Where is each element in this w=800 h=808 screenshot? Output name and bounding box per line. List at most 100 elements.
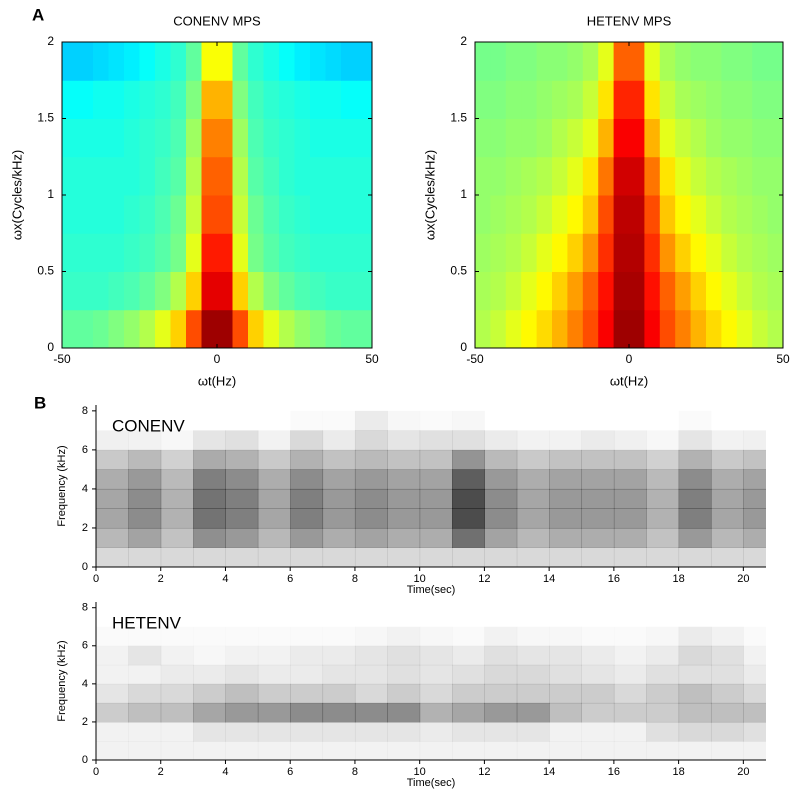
heat-cell [721, 195, 738, 234]
heat-cell [232, 156, 249, 196]
spectro-cell [160, 721, 194, 742]
heat-cell [217, 80, 233, 119]
spectro-cell [678, 547, 712, 567]
spectro-cell [516, 683, 550, 704]
spectro-cell [549, 608, 582, 628]
heat-cell [505, 42, 522, 81]
heat-cell [232, 42, 249, 81]
heat-cell [690, 118, 707, 158]
heat-cell [62, 42, 78, 81]
y-tick-label: 0.5 [450, 264, 467, 278]
spectro-cell [419, 664, 453, 685]
spectro-cell [419, 508, 453, 529]
heat-cell [186, 271, 202, 311]
spectro-cell [646, 664, 680, 685]
spectro-cell [354, 645, 388, 666]
heat-cell [62, 118, 78, 158]
spectro-cell [387, 664, 421, 685]
heat-cell [644, 309, 661, 349]
heat-cell [490, 80, 507, 119]
spectro-cell [387, 508, 421, 529]
heat-cell [341, 118, 357, 158]
spectro-cell [743, 683, 766, 704]
spectro-cell [678, 527, 712, 548]
spectro-cell [290, 608, 323, 628]
spectro-cell [452, 469, 485, 490]
spectro-cell [516, 547, 550, 567]
spectro-cell [290, 702, 324, 723]
spectro-cell [355, 627, 388, 647]
heat-cell [490, 271, 507, 311]
heat-cell [521, 309, 538, 349]
spectro-cell [160, 702, 194, 723]
spectro-cell [743, 740, 766, 760]
spectro-cell [679, 411, 712, 431]
heat-cell [675, 156, 692, 196]
spectro-cell [646, 527, 680, 548]
spectro-cell [322, 449, 356, 470]
heat-cell [475, 271, 491, 311]
heat-cell [644, 80, 661, 119]
spectro-cell [743, 527, 766, 548]
spectro-cell [193, 469, 226, 490]
x-tick-label: 6 [287, 573, 293, 585]
heat-cell [552, 42, 568, 81]
heat-cell [108, 156, 125, 196]
heat-cell [475, 195, 491, 234]
x-tick-label: 8 [352, 766, 358, 778]
heat-cell [124, 233, 140, 272]
x-tick-label: 18 [672, 573, 684, 585]
chart-title: CONENV MPS [173, 13, 261, 28]
heat-cell [341, 271, 357, 311]
spectro-cell [419, 740, 453, 760]
spectro-cell [678, 469, 712, 490]
heat-cell [736, 271, 753, 311]
heat-cell [690, 233, 707, 272]
heat-cell [675, 271, 692, 311]
x-tick-label: 4 [222, 766, 228, 778]
spectro-cell [290, 683, 324, 704]
heat-cell [521, 80, 538, 119]
heat-cell [767, 42, 784, 81]
heat-cell [77, 118, 94, 158]
heat-cell [263, 195, 280, 234]
spectro-cell [258, 411, 291, 431]
heat-cell [325, 42, 342, 81]
heat-cell [155, 42, 171, 81]
spectro-cell [128, 547, 162, 567]
spectro-cell [322, 469, 356, 490]
heat-cell [62, 309, 78, 349]
spectro-cell [549, 488, 583, 509]
spectro-cell [96, 449, 129, 470]
heat-cell [263, 80, 280, 119]
spectro-cell [517, 627, 550, 647]
heat-cell [294, 118, 311, 158]
y-tick-label: 8 [82, 602, 88, 614]
y-tick-label: 2 [82, 522, 88, 534]
spectro-cell [484, 721, 518, 742]
heat-cell [186, 156, 202, 196]
spectrogram-label: CONENV [112, 416, 185, 435]
spectro-cell [582, 411, 615, 431]
spectro-cell [452, 721, 485, 742]
spectro-cell [581, 683, 615, 704]
spectro-cell [516, 488, 550, 509]
spectro-cell [678, 702, 712, 723]
chart-title: HETENV MPS [587, 13, 672, 28]
spectro-cell [678, 449, 712, 470]
heat-cell [124, 195, 140, 234]
heat-cell [736, 156, 753, 196]
heat-cell [93, 233, 109, 272]
spectro-cell [613, 449, 647, 470]
spectro-cell [646, 683, 680, 704]
spectro-cell [387, 527, 421, 548]
spectro-cell [290, 527, 324, 548]
spectro-cell [678, 508, 712, 529]
spectro-cell [160, 449, 194, 470]
spectro-cell [581, 664, 615, 685]
heat-cell [721, 156, 738, 196]
heat-cell [93, 309, 109, 349]
heat-cell [139, 42, 156, 81]
heat-cell [170, 233, 187, 272]
spectro-cell [225, 469, 259, 490]
